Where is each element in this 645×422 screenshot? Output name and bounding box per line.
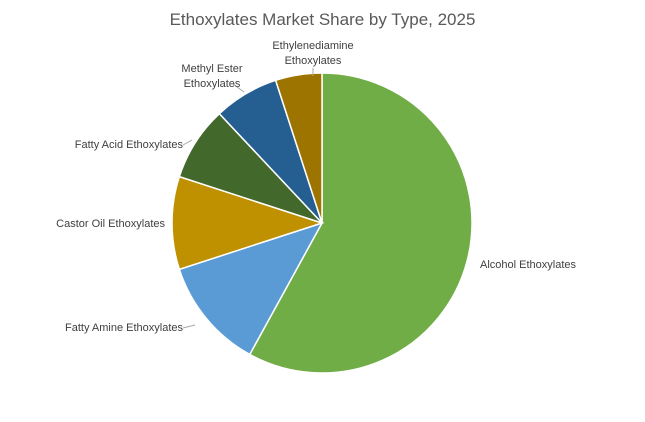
slice-label: Alcohol Ethoxylates: [480, 259, 576, 271]
slice-label: Castor Oil Ethoxylates: [56, 218, 165, 230]
slice-label: Fatty Amine Ethoxylates: [65, 322, 183, 334]
leader-line: [182, 324, 196, 329]
chart-title: Ethoxylates Market Share by Type, 2025: [169, 10, 476, 29]
pie-slice: [178, 221, 324, 356]
pie-slice: [248, 72, 473, 374]
pie-slice: [274, 72, 323, 224]
leader-line: [232, 83, 245, 93]
slice-label: Methyl Ester Ethoxylates: [181, 63, 243, 90]
pie-slice: [171, 175, 325, 271]
slice-label: Fatty Acid Ethoxylates: [74, 139, 183, 151]
leader-line: [182, 139, 193, 146]
slice-label: Ethylenediamine Ethoxylates: [272, 40, 354, 67]
